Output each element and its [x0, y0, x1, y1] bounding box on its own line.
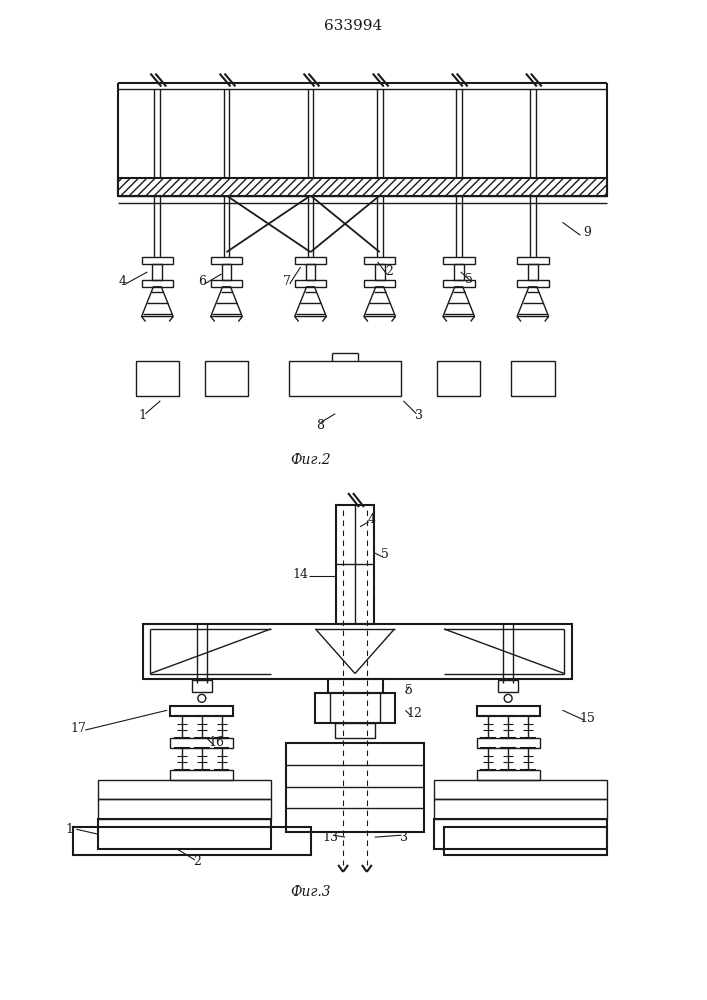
Text: 8: 8 [317, 419, 325, 432]
Bar [205, 361, 248, 396]
Bar [295, 257, 327, 264]
Text: 9: 9 [583, 226, 591, 239]
Text: 2: 2 [193, 855, 201, 868]
Bar [528, 264, 538, 280]
Bar [118, 178, 607, 196]
Bar [192, 680, 211, 692]
Bar [337, 505, 374, 624]
Bar [295, 280, 327, 287]
Text: Фиг.2: Фиг.2 [290, 453, 331, 467]
Text: 12: 12 [407, 707, 422, 720]
Bar [141, 280, 173, 287]
Text: 17: 17 [70, 722, 86, 735]
Bar [136, 361, 179, 396]
Text: 1: 1 [139, 409, 146, 422]
Text: 5: 5 [380, 548, 389, 561]
Bar [315, 693, 395, 723]
Text: 16: 16 [209, 736, 225, 749]
Bar [153, 264, 163, 280]
Bar [444, 827, 607, 855]
Bar [443, 280, 474, 287]
Bar [498, 680, 518, 692]
Bar [364, 257, 395, 264]
Bar [143, 624, 573, 679]
Bar [477, 706, 539, 716]
Bar [517, 257, 549, 264]
Bar [375, 264, 385, 280]
Text: 1: 1 [65, 823, 74, 836]
Bar [477, 738, 539, 748]
Text: Фиг.3: Фиг.3 [290, 885, 331, 899]
Text: 14: 14 [293, 568, 309, 581]
Text: 633994: 633994 [324, 19, 382, 33]
Text: 4: 4 [119, 275, 127, 288]
Bar [170, 738, 233, 748]
Text: 3: 3 [415, 409, 423, 422]
Bar [170, 770, 233, 780]
Bar [517, 280, 549, 287]
Bar [288, 361, 402, 396]
Bar [443, 257, 474, 264]
Text: 4: 4 [368, 513, 376, 526]
Bar [170, 706, 233, 716]
Bar [434, 780, 607, 799]
Bar [454, 264, 464, 280]
Text: 6: 6 [198, 275, 206, 288]
Bar [477, 770, 539, 780]
Bar [211, 280, 243, 287]
Bar [328, 679, 382, 693]
Bar [437, 361, 481, 396]
Bar [141, 257, 173, 264]
Text: 2: 2 [385, 265, 394, 278]
Bar [305, 264, 315, 280]
Bar [221, 264, 231, 280]
Bar [511, 361, 554, 396]
Text: 7: 7 [283, 275, 291, 288]
Bar [286, 743, 424, 832]
Bar [98, 819, 271, 849]
Text: 15: 15 [579, 712, 595, 725]
Bar [335, 723, 375, 738]
Text: 5: 5 [405, 684, 414, 697]
Bar [434, 819, 607, 849]
Bar [434, 799, 607, 819]
Bar [211, 257, 243, 264]
Text: 5: 5 [464, 273, 472, 286]
Bar [98, 780, 271, 799]
Text: 13: 13 [322, 831, 338, 844]
Bar [74, 827, 310, 855]
Bar [364, 280, 395, 287]
Bar [98, 799, 271, 819]
Text: 3: 3 [400, 831, 409, 844]
